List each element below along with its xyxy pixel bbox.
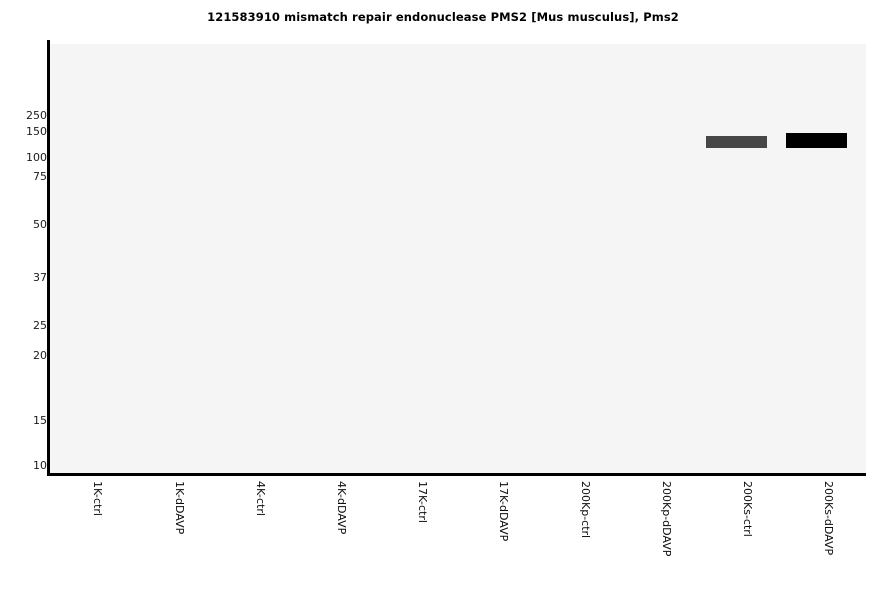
- y-tick-label-75: 75: [33, 170, 47, 183]
- x-tick-label-1k-ctrl: 1K-ctrl: [91, 481, 104, 516]
- x-tick-label-4k-ctrl: 4K-ctrl: [254, 481, 267, 516]
- x-tick-label-200kp-ctrl: 200Kp-ctrl: [579, 481, 592, 539]
- x-tick-label-200ks-ddavp: 200Ks-dDAVP: [822, 481, 835, 556]
- y-tick-label-250: 250: [26, 109, 47, 122]
- x-tick-label-200ks-ctrl: 200Ks-ctrl: [741, 481, 754, 537]
- x-tick-label-4k-ddavp: 4K-dDAVP: [335, 481, 348, 535]
- y-axis-line: [47, 40, 50, 473]
- blot-band-200ks-ddavp: [786, 133, 847, 148]
- y-tick-label-15: 15: [33, 414, 47, 427]
- y-axis-tick-labels: 250 150 100 75 50 37 25 20 15 10: [0, 0, 47, 595]
- plot-area: [50, 44, 866, 473]
- x-tick-label-200kp-ddavp: 200Kp-dDAVP: [660, 481, 673, 557]
- chart-title: 121583910 mismatch repair endonuclease P…: [207, 10, 679, 24]
- x-tick-label-17k-ddavp: 17K-dDAVP: [497, 481, 510, 542]
- y-tick-label-20: 20: [33, 349, 47, 362]
- y-tick-label-100: 100: [26, 151, 47, 164]
- x-axis-line: [47, 473, 866, 476]
- blot-band-200ks-ctrl: [706, 136, 767, 148]
- y-tick-label-25: 25: [33, 319, 47, 332]
- y-tick-label-10: 10: [33, 459, 47, 472]
- x-tick-label-1k-ddavp: 1K-dDAVP: [173, 481, 186, 535]
- y-tick-label-150: 150: [26, 125, 47, 138]
- y-tick-label-50: 50: [33, 218, 47, 231]
- x-tick-label-17k-ctrl: 17K-ctrl: [416, 481, 429, 523]
- y-tick-label-37: 37: [33, 271, 47, 284]
